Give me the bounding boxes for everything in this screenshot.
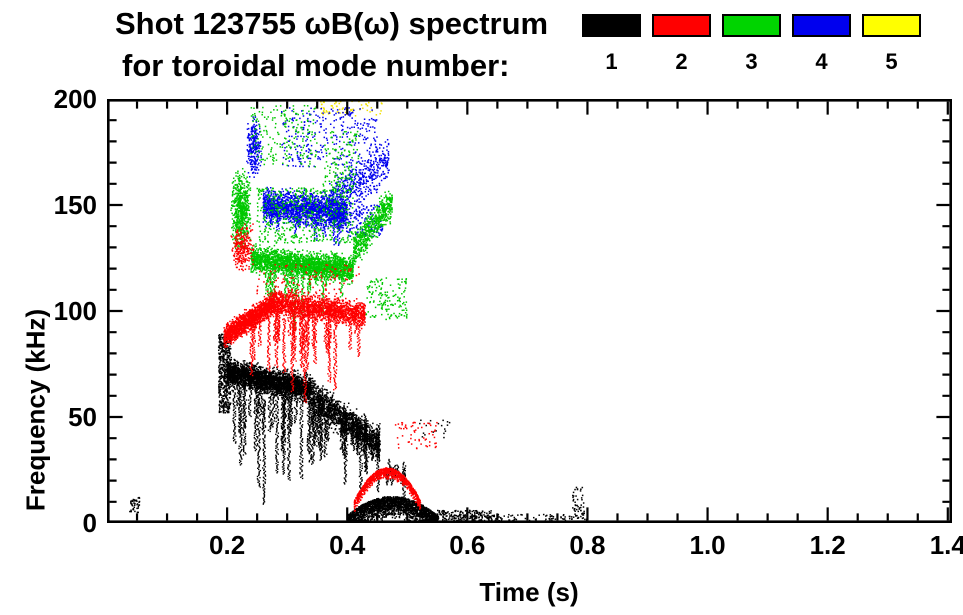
y-tick-label-150: 150 [53,190,97,220]
x-axis-tick-labels: 0.2 0.4 0.6 0.8 1.0 1.2 1.4 [0,531,963,561]
scatter-canvas [107,99,952,523]
legend: 1 2 3 4 5 [582,14,921,73]
y-axis-title: Frequency (kHz) [20,308,51,512]
legend-label-3: 3 [745,49,758,74]
x-tick-label-0.2: 0.2 [209,530,246,560]
plot-area: Frequency (kHz) [21,99,952,523]
chart-title: Shot 123755 ωB(ω) spectrum [115,6,549,41]
legend-item-4: 4 [792,14,851,73]
x-tick-label-0.6: 0.6 [449,530,486,560]
x-axis-title: Time (s) [479,577,579,607]
legend-item-2: 2 [652,14,711,73]
legend-item-1: 1 [582,14,641,73]
x-tick-label-0.8: 0.8 [569,530,606,560]
legend-swatch-1 [582,14,641,37]
x-tick-label-0.4: 0.4 [329,530,366,560]
legend-label-2: 2 [675,49,688,74]
legend-item-3: 3 [722,14,781,73]
legend-label-1: 1 [605,49,618,74]
y-tick-label-100: 100 [53,296,97,326]
y-tick-label-50: 50 [68,402,97,432]
legend-label-4: 4 [815,49,828,74]
chart-subtitle: for toroidal mode number: [122,48,510,83]
legend-label-5: 5 [885,49,898,74]
legend-swatch-4 [792,14,851,37]
legend-swatch-2 [652,14,711,37]
y-tick-label-0: 0 [82,508,97,538]
legend-swatch-5 [862,14,921,37]
x-tick-label-1.2: 1.2 [809,530,846,560]
x-tick-label-1.4: 1.4 [929,530,963,560]
y-axis-tick-labels: 0 50 100 150 200 [20,0,97,615]
legend-swatch-3 [722,14,781,37]
x-tick-label-1.0: 1.0 [689,530,726,560]
y-tick-label-200: 200 [53,84,97,114]
legend-item-5: 5 [862,14,921,73]
